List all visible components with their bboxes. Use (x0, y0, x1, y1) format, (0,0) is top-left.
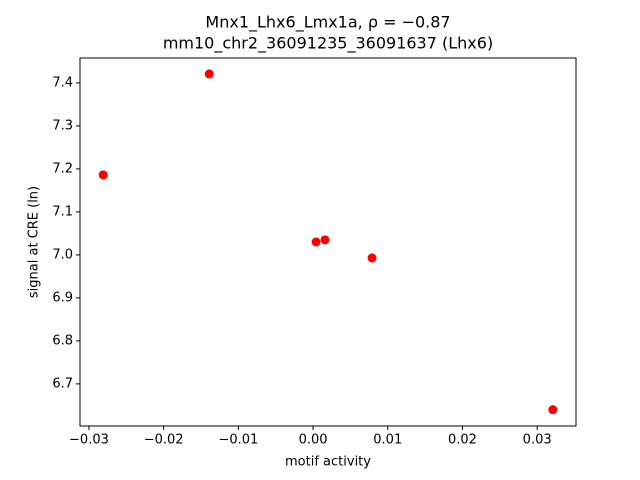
x-tick-label: −0.02 (144, 433, 184, 448)
point (204, 69, 214, 79)
point (548, 405, 558, 415)
x-tick-label: −0.01 (218, 433, 258, 448)
y-tick-label: 6.8 (52, 333, 73, 348)
x-tick-label: 0.03 (523, 433, 552, 448)
y-tick-label: 7.3 (52, 118, 73, 133)
point (98, 170, 108, 180)
chart-title: Mnx1_Lhx6_Lmx1a, ρ = −0.87 (205, 13, 450, 33)
y-tick-label: 7.4 (52, 75, 73, 90)
y-tick-label: 7.1 (52, 204, 73, 219)
y-axis-label: signal at CRE (ln) (27, 186, 42, 298)
x-tick-label: −0.03 (69, 433, 109, 448)
y-tick-label: 6.7 (52, 376, 73, 391)
x-tick-label: 0.01 (373, 433, 402, 448)
point (367, 253, 377, 263)
x-axis-label: motif activity (285, 455, 371, 470)
point (320, 235, 330, 245)
y-tick-label: 6.9 (52, 290, 73, 305)
y-tick-label: 7.0 (52, 247, 73, 262)
plot-frame (79, 57, 577, 427)
y-tick-label: 7.2 (52, 161, 73, 176)
x-tick-label: 0.02 (448, 433, 477, 448)
x-tick-label: 0.00 (299, 433, 328, 448)
point (311, 237, 321, 247)
chart-subtitle: mm10_chr2_36091235_36091637 (Lhx6) (163, 34, 493, 54)
